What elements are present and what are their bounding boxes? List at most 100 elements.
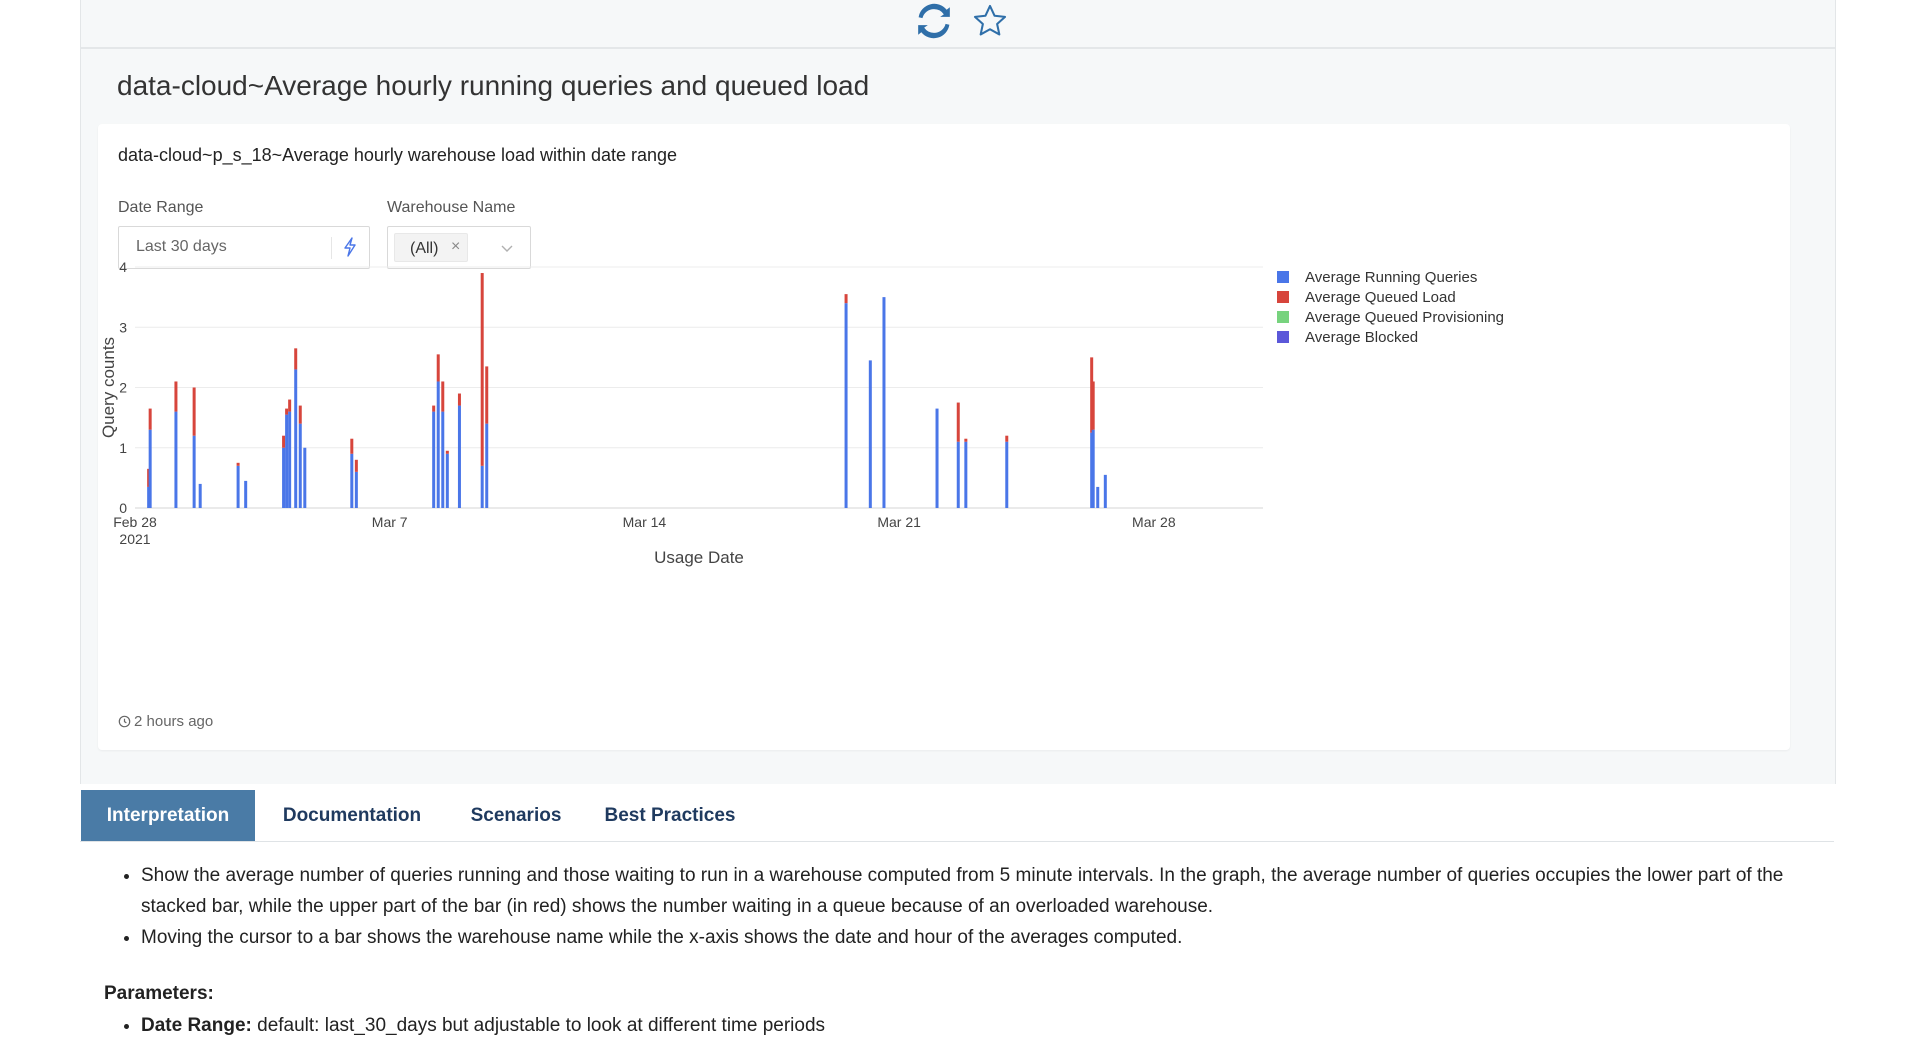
top-toolbar <box>81 0 1835 49</box>
bar-running <box>445 453 449 508</box>
y-tick-label: 2 <box>119 380 127 396</box>
x-tick-label: Mar 28 <box>1132 514 1176 530</box>
bar-running <box>868 360 872 508</box>
warehouse-name-select[interactable]: (All) × <box>387 226 531 269</box>
tab-documentation[interactable]: Documentation <box>282 805 422 826</box>
dashboard-panel: data-cloud~Average hourly running querie… <box>80 0 1836 784</box>
interpretation-content: Show the average number of queries runni… <box>100 860 1840 953</box>
bar-running <box>441 411 445 508</box>
legend-swatch <box>1277 271 1289 283</box>
date-range-value: Last 30 days <box>136 238 227 255</box>
close-icon[interactable]: × <box>451 238 461 255</box>
bar-queued <box>350 438 354 454</box>
tabs-divider <box>80 841 1834 842</box>
bar-queued <box>480 273 484 466</box>
y-tick-label: 3 <box>119 319 127 335</box>
card-title: data-cloud~p_s_18~Average hourly warehou… <box>118 145 678 165</box>
bar-running <box>244 480 248 508</box>
bar-running <box>192 435 196 508</box>
bar-running <box>354 471 358 508</box>
warehouse-tag: (All) × <box>394 233 468 262</box>
tab-interpretation[interactable]: Interpretation <box>81 790 255 842</box>
bar-running <box>844 303 848 508</box>
bar-running <box>457 405 461 508</box>
bar-queued <box>844 294 848 304</box>
legend-label: Average Running Queries <box>1305 269 1477 286</box>
bar-queued <box>148 408 152 430</box>
bar-running <box>198 483 202 508</box>
bar-running <box>282 447 286 508</box>
parameter-name: Date Range: <box>141 1015 252 1036</box>
bar-running <box>174 411 178 508</box>
y-tick-label: 4 <box>119 259 127 275</box>
bar-queued <box>1005 435 1009 442</box>
bar-queued <box>147 468 151 487</box>
bar-running <box>288 411 292 508</box>
tab-best-practices[interactable]: Best Practices <box>604 805 736 826</box>
interpretation-bullet: Moving the cursor to a bar shows the war… <box>141 922 1840 953</box>
bar-queued <box>354 459 358 472</box>
bar-queued <box>485 366 489 424</box>
bar-queued <box>1090 357 1094 433</box>
chevron-down-icon[interactable] <box>500 241 514 252</box>
bar-queued <box>457 393 461 406</box>
bar-running <box>480 465 484 508</box>
bar-running <box>964 441 968 508</box>
bar-queued <box>282 435 286 448</box>
warehouse-name-label: Warehouse Name <box>387 199 516 216</box>
bar-running <box>1096 486 1100 508</box>
parameter-description: default: last_30_days but adjustable to … <box>251 1015 826 1036</box>
parameter-item: Date Range: default: last_30_days but ad… <box>141 1010 825 1041</box>
legend-swatch <box>1277 291 1289 303</box>
bar-queued <box>441 381 445 412</box>
date-range-divider <box>331 237 332 259</box>
bar-queued <box>288 399 292 412</box>
last-updated-text: 2 hours ago <box>134 713 214 730</box>
y-tick-label: 1 <box>119 440 127 456</box>
bar-running <box>1103 474 1107 508</box>
legend-swatch <box>1277 331 1289 343</box>
bar-running <box>147 486 151 508</box>
lightning-icon[interactable] <box>341 236 359 258</box>
last-updated: 2 hours ago <box>118 713 213 730</box>
x-tick-label: Mar 7 <box>372 514 408 530</box>
date-range-label: Date Range <box>118 199 204 216</box>
legend-swatch <box>1277 311 1289 323</box>
legend-label: Average Blocked <box>1305 329 1418 346</box>
parameters-list: Date Range: default: last_30_days but ad… <box>100 1010 825 1041</box>
x-axis-label: Usage Date <box>654 548 744 567</box>
tab-scenarios[interactable]: Scenarios <box>470 805 562 826</box>
page-title: data-cloud~Average hourly running querie… <box>117 70 870 101</box>
bar-running <box>148 429 152 508</box>
bar-queued <box>964 438 968 442</box>
bar-queued <box>285 408 289 415</box>
x-tick-label: Mar 21 <box>877 514 921 530</box>
parameters-heading: Parameters: <box>104 983 214 1004</box>
bar-running <box>1091 429 1095 508</box>
bar-queued <box>1091 381 1095 430</box>
chart-card: data-cloud~p_s_18~Average hourly warehou… <box>98 124 1790 750</box>
y-tick-label: 0 <box>119 500 127 516</box>
x-tick-label: Feb 28 <box>113 514 157 530</box>
refresh-icon[interactable] <box>915 2 953 40</box>
date-range-picker[interactable]: Last 30 days <box>118 226 370 269</box>
bar-queued <box>294 348 298 370</box>
interpretation-bullet: Show the average number of queries runni… <box>141 860 1840 922</box>
bar-queued <box>956 402 960 442</box>
interpretation-list: Show the average number of queries runni… <box>100 860 1840 953</box>
bar-queued <box>298 405 302 424</box>
bar-running <box>432 411 436 508</box>
bar-running <box>956 441 960 508</box>
y-axis-label: Query counts <box>99 337 118 438</box>
bar-running <box>285 414 289 508</box>
bar-queued <box>436 354 440 382</box>
x-tick-sublabel: 2021 <box>119 531 150 547</box>
bar-running <box>1005 441 1009 508</box>
star-outline-icon[interactable] <box>971 2 1009 40</box>
legend-label: Average Queued Provisioning <box>1305 309 1504 326</box>
bar-running <box>935 408 939 508</box>
bar-queued <box>445 450 449 454</box>
legend-label: Average Queued Load <box>1305 289 1456 306</box>
bar-running <box>1090 432 1094 508</box>
